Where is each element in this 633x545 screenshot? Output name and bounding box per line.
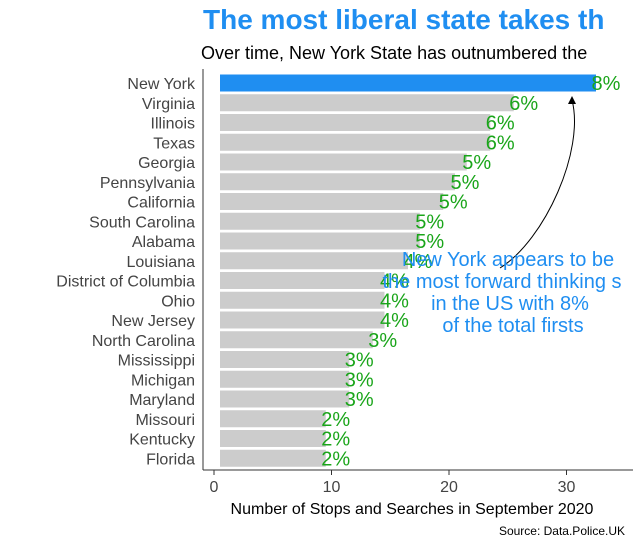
value-label: 2% — [321, 429, 350, 451]
value-label: 3% — [345, 350, 374, 372]
bar-new-york — [220, 74, 596, 92]
value-label: 2% — [321, 448, 350, 470]
category-label: New York — [127, 76, 196, 93]
chart-subtitle: Over time, New York State has outnumbere… — [201, 43, 588, 63]
value-label: 4% — [380, 290, 409, 312]
value-label: 3% — [368, 330, 397, 352]
category-label: Mississippi — [118, 353, 195, 370]
value-label: 6% — [509, 93, 538, 115]
bar-illinois — [220, 114, 491, 131]
value-label: 2% — [321, 409, 350, 431]
value-label: 4% — [380, 271, 409, 293]
value-label: 5% — [439, 192, 468, 214]
category-label: Louisiana — [127, 254, 196, 271]
category-label: Texas — [153, 135, 195, 152]
x-tick-label: 30 — [558, 479, 576, 496]
x-tick-label: 20 — [440, 479, 458, 496]
bar-missouri — [220, 410, 326, 428]
bar-louisiana — [220, 252, 408, 270]
value-label: 3% — [345, 389, 374, 411]
value-label: 6% — [486, 132, 515, 154]
x-tick-label: 0 — [210, 479, 219, 496]
bar-maryland — [220, 390, 350, 408]
category-labels: New York Virginia Illinois Texas Georgia Penn… — [56, 76, 196, 468]
value-label: 3% — [345, 369, 374, 391]
bar-mississippi — [220, 351, 350, 368]
bar-pennsylvania — [220, 173, 455, 191]
category-label: Virginia — [142, 96, 195, 113]
bar-ohio — [220, 291, 385, 309]
category-label: District of Columbia — [56, 274, 195, 291]
bar-new-jersey — [220, 311, 385, 329]
value-label: 5% — [415, 211, 444, 233]
bar-georgia — [220, 153, 467, 171]
bar-south-carolina — [220, 212, 420, 230]
bar-florida — [220, 449, 326, 467]
bar-alabama — [220, 232, 420, 250]
bar-district-of-columbia — [220, 272, 385, 289]
category-label: Kentucky — [129, 432, 195, 449]
chart-title: The most liberal state takes th — [203, 4, 605, 35]
category-label: Pennsylvania — [100, 175, 195, 192]
value-label: 5% — [451, 172, 480, 194]
category-label: Ohio — [161, 293, 195, 310]
annotation-line: of the total firsts — [442, 315, 583, 337]
bar-north-carolina — [220, 331, 373, 349]
bar-kentucky — [220, 430, 326, 447]
category-label: Alabama — [132, 234, 195, 251]
category-label: Missouri — [135, 412, 195, 429]
value-label: 4% — [380, 310, 409, 332]
value-label: 5% — [415, 231, 444, 253]
source-note: Source: Data.Police.UK — [498, 524, 625, 538]
bar-virginia — [220, 94, 514, 112]
bar-texas — [220, 133, 491, 151]
category-label: Maryland — [129, 392, 195, 409]
category-label: Illinois — [151, 116, 195, 133]
x-ticks: 0 10 20 30 — [210, 470, 576, 496]
value-labels: 8%6%6%6%5%5%5%5%5%4%4%4%4%3%3%3%3%2%2%2% — [321, 73, 620, 470]
category-label: Georgia — [138, 155, 195, 172]
value-label: 8% — [592, 73, 621, 95]
value-label: 5% — [462, 152, 491, 174]
bar-michigan — [220, 370, 350, 388]
bar-california — [220, 193, 444, 210]
annotation-arrow — [499, 99, 575, 269]
category-label: New Jersey — [111, 313, 195, 330]
category-label: California — [127, 195, 195, 212]
value-label: 4% — [404, 251, 433, 273]
category-label: Michigan — [131, 372, 195, 389]
category-label: Florida — [146, 451, 195, 468]
annotation-line: New York appears to be — [402, 249, 614, 271]
bars-layer — [220, 74, 596, 467]
annotation-arrowhead — [568, 96, 576, 104]
value-label: 6% — [486, 113, 515, 135]
x-tick-label: 10 — [323, 479, 341, 496]
x-axis-label: Number of Stops and Searches in Septembe… — [231, 501, 594, 518]
category-label: South Carolina — [89, 214, 195, 231]
annotation-line: in the US with 8% — [431, 293, 589, 315]
category-label: North Carolina — [92, 333, 195, 350]
annotation-line: the most forward thinking s — [383, 271, 622, 293]
